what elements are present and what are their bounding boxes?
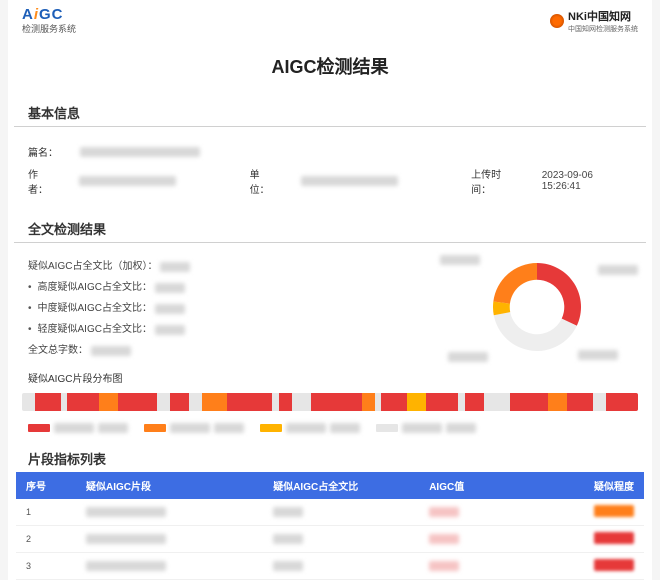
metric-low-label: 轻度疑似AIGC占全文比： (38, 324, 152, 335)
nki-subtitle: 中国知网检测服务系统 (568, 24, 638, 34)
th-index: 序号 (26, 478, 86, 493)
value-author-redacted: x (79, 176, 176, 186)
report-page: AiGC 检测服务系统 NKi中国知网 中国知网检测服务系统 AIGC检测结果 … (8, 0, 652, 580)
logo-subtitle: 检测服务系统 (22, 22, 76, 35)
detect-metrics: 疑似AIGC占全文比（加权）： x 高度疑似AIGC占全文比： x 中度疑似AI… (28, 251, 422, 362)
top-bar: AiGC 检测服务系统 NKi中国知网 中国知网检测服务系统 (8, 0, 652, 39)
section-basic-info-title: 基本信息 (14, 97, 646, 127)
donut-label-2: x (598, 265, 638, 275)
nki-icon (550, 14, 564, 28)
legend-row: xx xx xx xx (8, 419, 652, 443)
label-upload: 上传时间： (471, 166, 520, 196)
segment-table: 序号 疑似AIGC片段 疑似AIGC占全文比 AIGC值 疑似程度 1xxx2x… (8, 472, 652, 580)
detect-content: 疑似AIGC占全文比（加权）： x 高度疑似AIGC占全文比： x 中度疑似AI… (8, 243, 652, 366)
section-detect-title: 全文检测结果 (14, 213, 646, 243)
donut-label-3: x (448, 352, 488, 362)
distribution-title: 疑似AIGC片段分布图 (8, 366, 652, 389)
logo-aigc-text: AiGC (22, 6, 76, 23)
legend-item: xx (144, 423, 244, 433)
legend-item: xx (28, 423, 128, 433)
label-unit: 单位： (250, 166, 279, 196)
donut-label-4: x (578, 350, 618, 360)
page-title: AIGC检测结果 (8, 39, 652, 97)
donut-chart (493, 263, 581, 351)
metric-total-value: x (160, 262, 190, 272)
donut-chart-wrap: x x x x (442, 251, 632, 362)
table-body: 1xxx2xxx3xxx (16, 499, 644, 580)
logo-left: AiGC 检测服务系统 (22, 6, 76, 35)
value-name-redacted: x (80, 147, 200, 157)
logo-right: NKi中国知网 中国知网检测服务系统 (550, 8, 638, 34)
legend-item: xx (260, 423, 360, 433)
legend-item: xx (376, 423, 476, 433)
table-row: 1xxx (16, 499, 644, 526)
value-upload-time: 2023-09-06 15:26:41 (542, 170, 632, 192)
distribution-strip (22, 393, 638, 411)
th-ratio: 疑似AIGC占全文比 (273, 478, 429, 493)
section-table-title: 片段指标列表 (14, 443, 646, 472)
metric-mid-label: 中度疑似AIGC占全文比： (38, 303, 152, 314)
nki-brand: NKi中国知网 (568, 8, 638, 24)
label-name: 篇名： (28, 144, 58, 159)
th-aigc-value: AIGC值 (429, 478, 554, 493)
metric-mid-value: x (155, 304, 185, 314)
metric-high-value: x (155, 283, 185, 293)
metric-low-value: x (155, 325, 185, 335)
th-level: 疑似程度 (554, 478, 634, 493)
table-header-row: 序号 疑似AIGC片段 疑似AIGC占全文比 AIGC值 疑似程度 (16, 472, 644, 499)
metric-total-label: 疑似AIGC占全文比（加权）： (28, 261, 157, 272)
value-unit-redacted: x (301, 176, 398, 186)
basic-info-block: 篇名： x 作者： x 单位： x 上传时间： 2023-09-06 15:26… (8, 127, 652, 213)
label-author: 作者： (28, 166, 57, 196)
table-row: 3xxx (16, 553, 644, 580)
metric-words-label: 全文总字数： (28, 345, 88, 356)
th-segment: 疑似AIGC片段 (86, 478, 273, 493)
donut-label-1: x (440, 255, 480, 265)
table-row: 2xxx (16, 526, 644, 553)
metric-high-label: 高度疑似AIGC占全文比： (38, 282, 152, 293)
metric-words-value: x (91, 346, 131, 356)
